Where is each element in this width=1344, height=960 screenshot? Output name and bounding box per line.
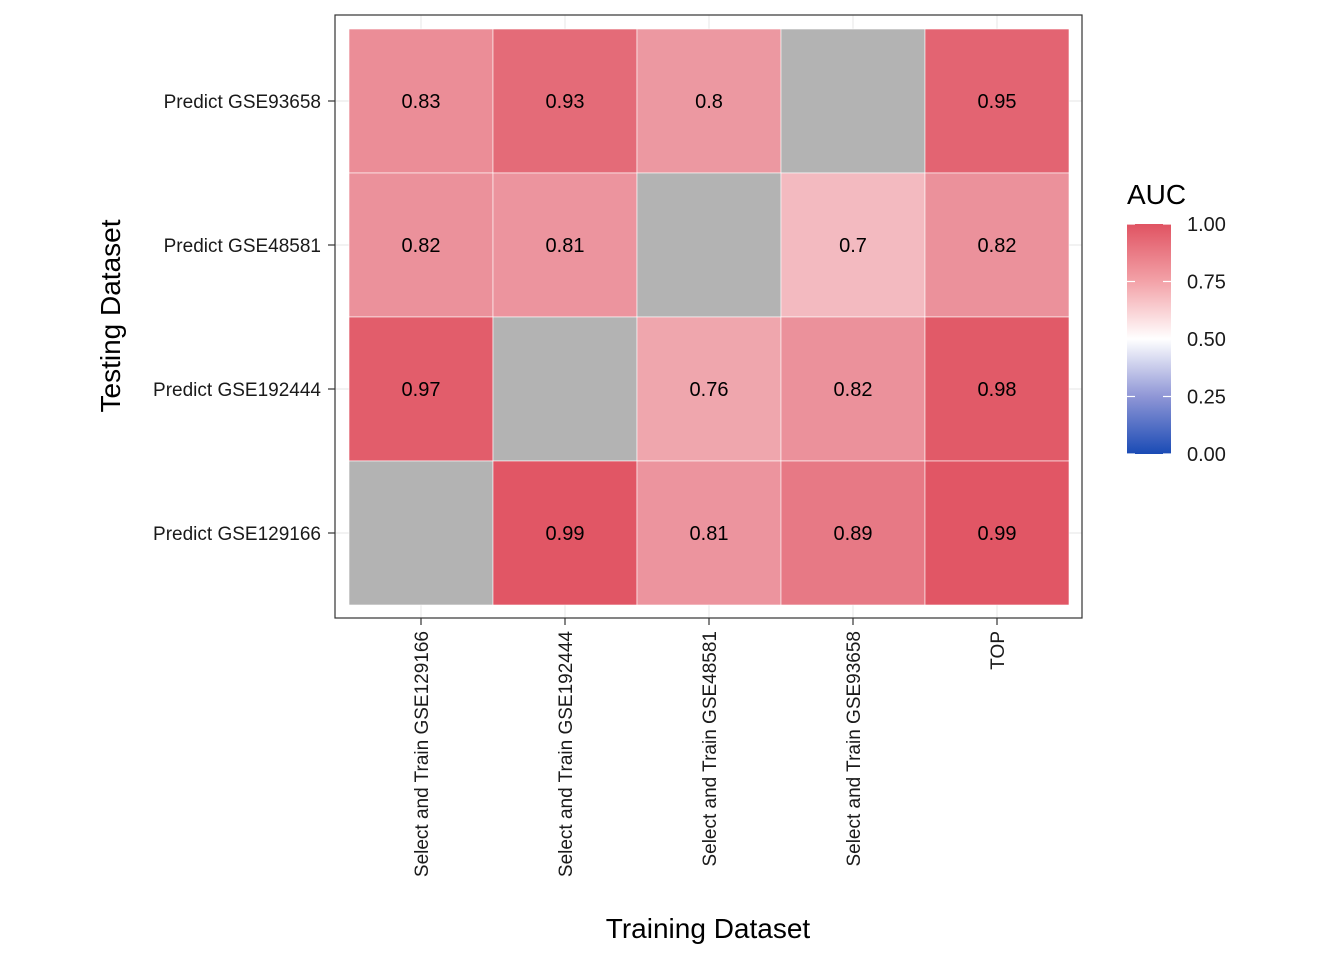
heatmap-cell (492, 460, 638, 606)
heatmap-cell (492, 316, 638, 462)
legend-tick-label: 0.25 (1187, 387, 1226, 409)
cell-value-label: 0.89 (834, 523, 873, 545)
y-axis-title: Testing Dataset (95, 219, 126, 412)
heatmap-cell (924, 460, 1070, 606)
x-tick-label: Select and Train GSE48581 (700, 631, 721, 867)
legend-tick-label: 0.75 (1187, 272, 1226, 294)
legend-title: AUC (1127, 179, 1186, 210)
cell-value-label: 0.81 (546, 235, 585, 257)
cell-value-label: 0.76 (690, 379, 729, 401)
cell-value-label: 0.99 (546, 523, 585, 545)
heatmap-cell (636, 460, 782, 606)
x-tick-label: Select and Train GSE93658 (844, 631, 865, 867)
cell-value-label: 0.99 (978, 523, 1017, 545)
cell-value-label: 0.97 (402, 379, 441, 401)
heatmap-cell (780, 460, 926, 606)
x-axis-title: Training Dataset (606, 913, 811, 944)
heatmap-cell (924, 316, 1070, 462)
cell-value-label: 0.83 (402, 91, 441, 113)
cell-value-label: 0.82 (402, 235, 441, 257)
cell-value-label: 0.93 (546, 91, 585, 113)
heatmap-cell (780, 316, 926, 462)
heatmap-cell (636, 172, 782, 318)
cell-value-label: 0.7 (839, 235, 867, 257)
cell-value-label: 0.81 (690, 523, 729, 545)
cell-value-label: 0.82 (834, 379, 873, 401)
legend: AUC 1.00 0.75 0.50 0.25 0.00 (1127, 179, 1226, 466)
cell-value-labels: 0.83 0.93 0.8 0.95 0.82 0.81 0.7 0.82 0.97 0.76 0.… (402, 91, 1017, 545)
heatmap-cell (924, 172, 1070, 318)
legend-ticks: 1.00 0.75 0.50 0.25 0.00 (1127, 214, 1226, 466)
heatmap-cell (636, 316, 782, 462)
legend-tick-label: 0.50 (1187, 329, 1226, 351)
heatmap-cell (780, 172, 926, 318)
heatmap-cell (492, 28, 638, 174)
cell-value-label: 0.82 (978, 235, 1017, 257)
heatmap-cell (348, 28, 494, 174)
heatmap-cell (348, 316, 494, 462)
y-tick-label: Predict GSE93658 (164, 92, 321, 113)
y-tick-label: Predict GSE48581 (164, 236, 321, 257)
y-tick-label: Predict GSE129166 (153, 524, 321, 545)
heatmap-cell (348, 460, 494, 606)
heatmap-cell (924, 28, 1070, 174)
x-tick-label: Select and Train GSE192444 (556, 631, 577, 878)
x-tick-label: TOP (988, 631, 1009, 670)
cell-value-label: 0.95 (978, 91, 1017, 113)
legend-tick-label: 1.00 (1187, 214, 1226, 236)
y-tick-label: Predict GSE192444 (153, 380, 321, 401)
x-axis: Select and Train GSE129166 Select and Tra… (412, 618, 1009, 877)
legend-tick-label: 0.00 (1187, 444, 1226, 466)
heatmap-cell (636, 28, 782, 174)
heatmap-cells (348, 28, 1070, 606)
y-axis: Predict GSE93658 Predict GSE48581 Predict … (153, 92, 335, 545)
cell-value-label: 0.98 (978, 379, 1017, 401)
heatmap-cell (780, 28, 926, 174)
cell-value-label: 0.8 (695, 91, 723, 113)
x-tick-label: Select and Train GSE129166 (412, 631, 433, 877)
heatmap-cell (348, 172, 494, 318)
